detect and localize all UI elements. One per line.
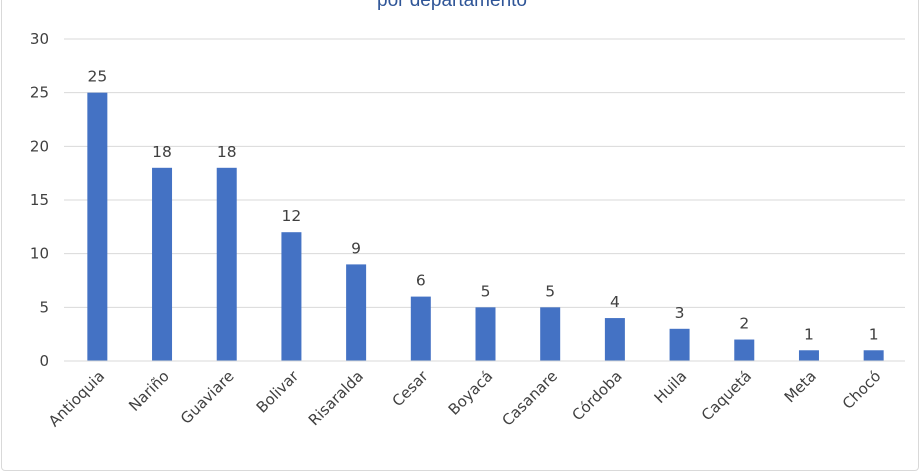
y-tick-label: 30: [30, 30, 49, 48]
x-tick-label: Caquetá: [698, 367, 755, 424]
data-label: 1: [804, 325, 814, 343]
data-label: 3: [675, 304, 685, 322]
data-label: 2: [739, 315, 749, 333]
data-label: 18: [152, 143, 172, 161]
x-tick-label: Casanare: [498, 367, 561, 430]
x-tick-label: Meta: [781, 367, 820, 406]
y-axis-ticks: 0 5 10 15 20 25 30: [30, 30, 49, 370]
y-tick-label: 5: [39, 298, 49, 316]
y-tick-label: 25: [30, 84, 49, 102]
bar-huila: [669, 328, 690, 361]
x-tick-label: Boyacá: [445, 367, 497, 419]
bar-nariño: [152, 167, 173, 361]
x-tick-label: Bolivar: [253, 367, 303, 417]
data-label: 6: [416, 272, 426, 290]
data-label: 9: [351, 239, 361, 257]
bar-bolivar: [281, 232, 302, 361]
data-label: 18: [217, 143, 237, 161]
x-tick-label: Huila: [651, 367, 691, 407]
data-label: 12: [282, 207, 302, 225]
bar-cesar: [410, 296, 431, 361]
x-tick-label: Cesar: [389, 367, 433, 411]
bar-boyacá: [475, 307, 496, 361]
y-tick-label: 15: [30, 191, 49, 209]
data-label: 1: [869, 325, 879, 343]
data-label: 5: [481, 282, 491, 300]
data-labels: 25 18 18 12 9 6 5 5 4 3 2 1 1: [87, 68, 878, 344]
bar-caquetá: [734, 339, 755, 361]
x-tick-label: Chocó: [839, 367, 885, 413]
x-tick-label: Risaralda: [305, 367, 367, 429]
bar-meta: [798, 350, 819, 361]
bar-chocó: [863, 350, 884, 361]
y-tick-label: 20: [30, 137, 49, 155]
bar-antioquia: [87, 92, 108, 362]
bar-guaviare: [216, 167, 237, 361]
x-tick-label: Córdoba: [568, 367, 625, 424]
data-label: 5: [545, 282, 555, 300]
bar-casanare: [540, 307, 561, 361]
y-tick-label: 10: [30, 245, 49, 263]
data-label: 25: [87, 68, 107, 86]
x-tick-label: Antioquia: [45, 367, 108, 430]
x-tick-label: Guaviare: [177, 367, 238, 428]
y-tick-label: 0: [39, 352, 49, 370]
data-label: 4: [610, 293, 620, 311]
x-tick-label: Nariño: [125, 367, 173, 415]
bar-risaralda: [346, 264, 367, 361]
bar-córdoba: [604, 318, 625, 361]
chart-title: por departamento: [377, 0, 527, 11]
x-axis-labels: Antioquia Nariño Guaviare Bolivar Risaralda C…: [45, 367, 885, 431]
bars: [87, 92, 884, 362]
